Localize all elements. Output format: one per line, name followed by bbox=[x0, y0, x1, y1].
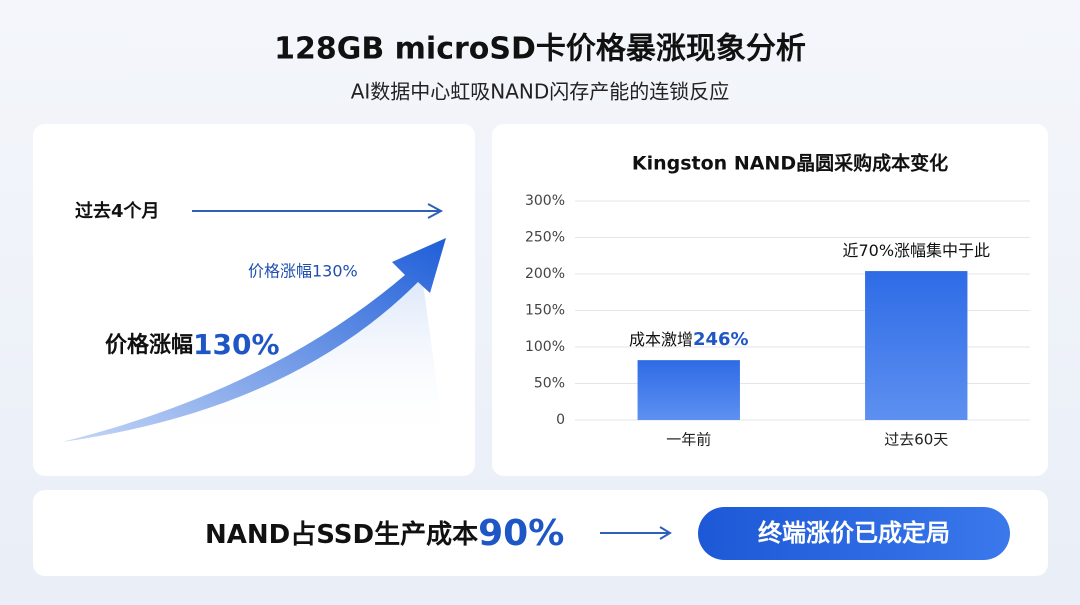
y-tick-label: 200% bbox=[525, 266, 565, 282]
period-label: 过去4个月 bbox=[75, 200, 160, 222]
x-tick-label: 过去60天 bbox=[884, 431, 948, 449]
bar bbox=[637, 360, 740, 420]
footer-arrow-head bbox=[659, 526, 672, 540]
annotation-text: 近70%涨幅集中于此 bbox=[842, 241, 990, 260]
annotation-text: 成本激增 bbox=[629, 330, 693, 349]
plot: 0 50% 100% 150% 200% 250% 300% 一年前 成本激增246% 过去60天… bbox=[525, 193, 1030, 449]
swoosh-arrow bbox=[62, 238, 446, 442]
footer-label: NAND占SSD生产成本 bbox=[205, 520, 478, 550]
y-tick-label: 150% bbox=[525, 303, 565, 319]
y-tick-label: 100% bbox=[525, 339, 565, 355]
arrow-label: 价格涨幅130% bbox=[248, 262, 358, 281]
conclusion-button bbox=[698, 507, 1010, 560]
swoosh-shade bbox=[62, 262, 445, 442]
chart-title: Kingston NAND晶圆采购成本变化 bbox=[632, 152, 948, 175]
x-tick-label: 一年前 bbox=[666, 431, 711, 449]
subtitle: AI数据中心虹吸NAND闪存产能的连锁反应 bbox=[351, 80, 730, 104]
y-tick-label: 300% bbox=[525, 193, 565, 209]
y-tick-label: 50% bbox=[534, 376, 565, 392]
headline-value: 130% bbox=[193, 328, 280, 361]
footer-text: NAND占SSD生产成本90% bbox=[205, 513, 564, 554]
bar bbox=[865, 271, 968, 420]
y-tick-label: 0 bbox=[556, 412, 565, 428]
footer-value: 90% bbox=[478, 513, 564, 554]
annotation-highlight: 246% bbox=[693, 329, 749, 350]
conclusion-text: 终端涨价已成定局 bbox=[758, 519, 950, 547]
headline-text: 价格涨幅 bbox=[105, 332, 193, 358]
period-arrow-head bbox=[427, 203, 444, 219]
y-tick-label: 250% bbox=[525, 230, 565, 246]
title: 128GB microSD卡价格暴涨现象分析 bbox=[274, 32, 806, 67]
bar-annotation: 近70%涨幅集中于此 bbox=[842, 241, 990, 260]
headline: 价格涨幅130% bbox=[105, 328, 280, 361]
bar-annotation: 成本激增246% bbox=[629, 329, 749, 350]
